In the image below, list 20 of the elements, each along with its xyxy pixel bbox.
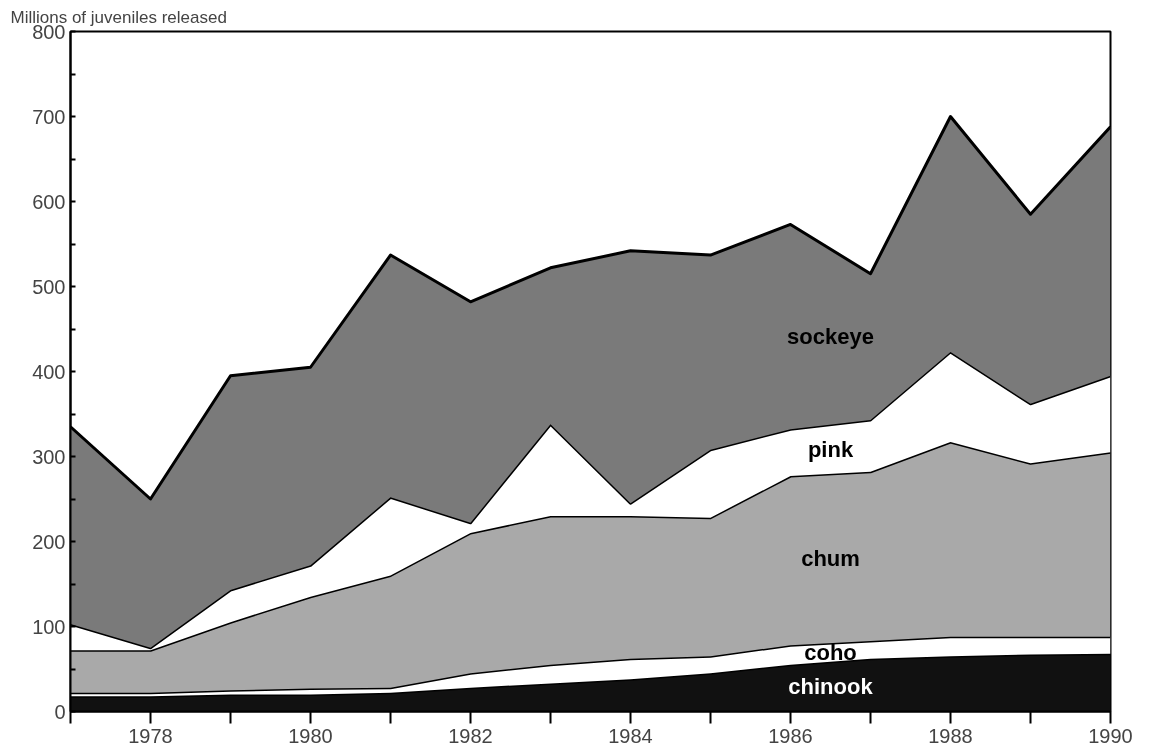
series-label: sockeye	[787, 324, 874, 350]
y-tick-label: 700	[32, 105, 66, 128]
x-tick-label: 1984	[608, 724, 653, 747]
x-tick-label: 1990	[1088, 724, 1133, 747]
x-tick-label: 1978	[128, 724, 173, 747]
y-tick-label: 200	[32, 530, 66, 553]
y-tick-label: 0	[54, 700, 66, 723]
series-label: coho	[804, 639, 857, 665]
series-label: pink	[807, 436, 854, 462]
y-tick-label: 500	[32, 275, 66, 298]
x-tick-label: 1986	[768, 724, 813, 747]
y-tick-label: 300	[32, 445, 66, 468]
series-label: chinook	[788, 674, 874, 700]
y-tick-label: 100	[32, 615, 66, 638]
y-tick-label: 400	[32, 360, 66, 383]
y-tick-label: 600	[32, 190, 66, 213]
x-tick-label: 1988	[928, 724, 973, 747]
series-label: chum	[801, 546, 860, 571]
x-tick-label: 1982	[448, 724, 493, 747]
x-tick-label: 1980	[288, 724, 333, 747]
